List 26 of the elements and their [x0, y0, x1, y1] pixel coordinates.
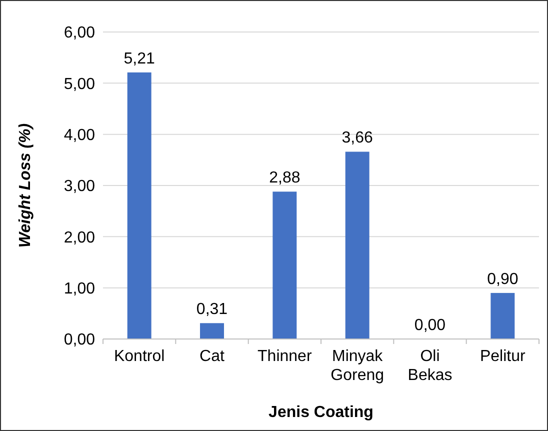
x-tick-label: Kontrol	[114, 348, 165, 365]
y-tick-label: 5,00	[64, 76, 96, 93]
x-tick-label: Pelitur	[480, 348, 526, 365]
y-axis-title: Weight Loss (%)	[17, 123, 34, 248]
y-tick-label: 3,00	[64, 178, 96, 196]
y-tick-label: 2,00	[64, 229, 96, 246]
data-label: 0,90	[487, 270, 518, 288]
bar	[490, 292, 515, 339]
x-tick-label: Oli Bekas	[408, 348, 452, 384]
bar	[272, 192, 297, 339]
bar	[127, 72, 152, 339]
bar	[345, 152, 370, 339]
x-tick-label: Minyak Goreng	[330, 348, 384, 384]
bar	[200, 323, 224, 339]
data-label: 5,21	[124, 50, 156, 68]
data-label: 2,88	[269, 170, 300, 187]
x-tick-label: Cat	[200, 348, 225, 365]
y-tick-label: 6,00	[64, 24, 96, 42]
data-label: 3,66	[342, 130, 374, 147]
y-tick-label: 4,00	[64, 126, 96, 144]
y-tick-label: 1,00	[64, 280, 96, 298]
x-tick-label: Thinner	[258, 348, 312, 365]
y-tick-label: 0,00	[64, 332, 96, 349]
data-label: 0,00	[414, 317, 446, 334]
x-axis-title: Jenis Coating	[268, 404, 374, 421]
data-label: 0,31	[196, 301, 228, 318]
